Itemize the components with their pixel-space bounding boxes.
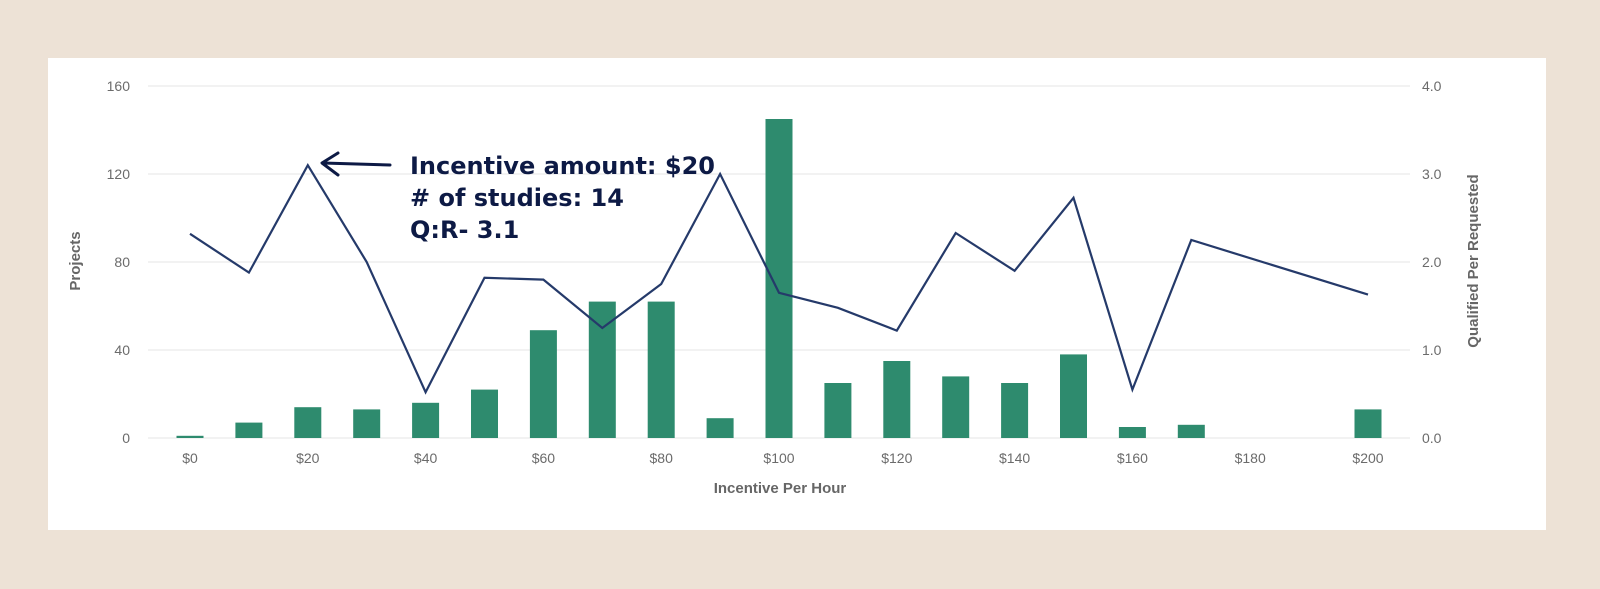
bar bbox=[824, 383, 852, 438]
bar bbox=[883, 361, 911, 438]
series-line bbox=[189, 163, 1369, 395]
left-axis-ticks: 0 40 80 120 160 bbox=[107, 78, 131, 446]
left-tick-label: 120 bbox=[107, 166, 131, 182]
x-tick-label: $200 bbox=[1352, 450, 1383, 466]
bar bbox=[1060, 354, 1087, 438]
bar bbox=[942, 376, 970, 438]
bar bbox=[706, 418, 734, 438]
x-tick-label: $40 bbox=[414, 450, 438, 466]
right-axis-title: Qualified Per Requested bbox=[1465, 174, 1482, 347]
line-series-qualified-per-requested bbox=[189, 163, 1369, 395]
x-tick-label: $100 bbox=[763, 450, 794, 466]
bar bbox=[1177, 424, 1205, 438]
bar bbox=[1354, 409, 1382, 438]
x-tick-label: $160 bbox=[1117, 450, 1148, 466]
bar bbox=[529, 330, 557, 438]
right-tick-label: 1.0 bbox=[1422, 342, 1442, 358]
bar bbox=[235, 422, 263, 438]
bar bbox=[471, 389, 498, 438]
right-tick-label: 3.0 bbox=[1422, 166, 1442, 182]
annotation-line-3: Q:R- 3.1 bbox=[410, 216, 519, 244]
bar bbox=[176, 435, 204, 438]
annotation-arrow-icon bbox=[320, 151, 392, 177]
bar bbox=[765, 119, 793, 438]
left-tick-label: 40 bbox=[114, 342, 130, 358]
x-tick-label: $120 bbox=[881, 450, 912, 466]
bar bbox=[647, 301, 675, 438]
right-axis-ticks: 0.0 1.0 2.0 3.0 4.0 bbox=[1422, 78, 1442, 446]
right-tick-label: 2.0 bbox=[1422, 254, 1442, 270]
right-tick-label: 4.0 bbox=[1422, 78, 1442, 94]
right-tick-label: 0.0 bbox=[1422, 430, 1442, 446]
annotation-line-1: Incentive amount: $20 bbox=[410, 152, 715, 180]
left-tick-label: 160 bbox=[107, 78, 131, 94]
x-axis-ticks: $0 $20 $40 $60 $80 $100 $120 $140 $160 $180 $200 bbox=[182, 450, 1384, 466]
x-tick-label: $60 bbox=[532, 450, 556, 466]
left-tick-label: 80 bbox=[114, 254, 130, 270]
bar bbox=[294, 407, 322, 438]
annotation: Incentive amount: $20 # of studies: 14 Q… bbox=[320, 151, 715, 244]
bar bbox=[1118, 427, 1146, 438]
bar-series-projects bbox=[176, 119, 1382, 438]
x-tick-label: $0 bbox=[182, 450, 198, 466]
x-tick-label: $20 bbox=[296, 450, 320, 466]
bar bbox=[412, 402, 440, 438]
bar bbox=[1001, 383, 1029, 438]
x-tick-label: $180 bbox=[1235, 450, 1266, 466]
x-axis-title: Incentive Per Hour bbox=[714, 480, 847, 497]
x-tick-label: $80 bbox=[650, 450, 674, 466]
left-tick-label: 0 bbox=[122, 430, 130, 446]
bar bbox=[588, 301, 616, 438]
bar bbox=[353, 409, 381, 438]
x-tick-label: $140 bbox=[999, 450, 1030, 466]
chart-card: 0 40 80 120 160 0.0 1.0 2.0 3.0 4.0 $0 $20 $40 $60 $… bbox=[48, 58, 1546, 530]
annotation-line-2: # of studies: 14 bbox=[410, 184, 624, 212]
left-axis-title: Projects bbox=[67, 231, 84, 290]
